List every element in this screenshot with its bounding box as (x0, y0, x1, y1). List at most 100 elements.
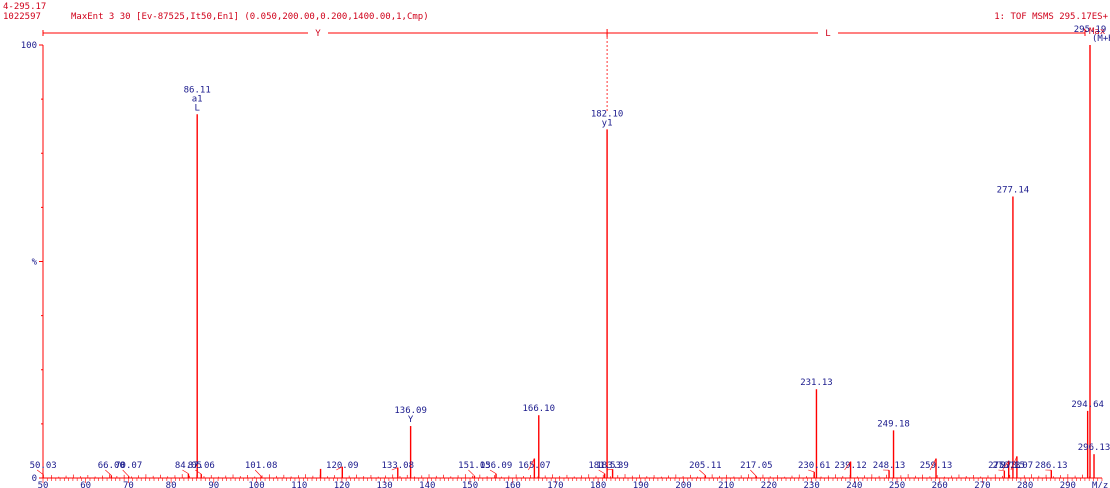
x-tick-label: 270 (974, 481, 990, 488)
peak-leader (844, 461, 851, 471)
x-tick-label: 180 (590, 481, 606, 488)
y-axis-label: % (32, 258, 38, 268)
sequence-label-l: L (825, 29, 830, 39)
peak-label: 165.07 (518, 461, 551, 471)
peak-label: 286.13 (1035, 461, 1068, 471)
peak-leader (606, 469, 613, 471)
x-tick-label: 120 (334, 481, 350, 488)
peak-annotation: L (194, 103, 199, 113)
peak-leader (598, 469, 605, 474)
peak-leader (699, 469, 706, 476)
peak-label: 249.18 (877, 419, 910, 429)
x-tick-label: 160 (505, 481, 521, 488)
peak-label: 101.08 (245, 461, 278, 471)
peak-label: 295.19 (1074, 25, 1107, 35)
function-label: 1: TOF MSMS 295.17ES+ (994, 12, 1108, 22)
x-tick-label: 210 (718, 481, 734, 488)
peak-leader (998, 469, 1005, 471)
method-label: MaxEnt 3 30 [Ev-87525,It50,En1] (0.050,2… (71, 12, 429, 22)
x-tick-label: 90 (208, 481, 219, 488)
peak-label: 181.53 (588, 461, 621, 471)
peak-annotation: y1 (602, 118, 613, 128)
peak-annotation: Y (408, 415, 414, 425)
x-tick-label: 260 (932, 481, 948, 488)
sequence-label-y: Y (315, 29, 321, 39)
y-tick-label: 0 (32, 474, 37, 484)
x-tick-label: 150 (462, 481, 478, 488)
x-tick-label: 170 (547, 481, 563, 488)
peak-leader (1002, 460, 1009, 471)
peak-label: 70.07 (115, 461, 142, 471)
y-tick-label: 100 (21, 41, 37, 51)
peak-label: 275.13 (988, 461, 1021, 471)
peak-leader (182, 469, 189, 474)
x-tick-label: 80 (166, 481, 177, 488)
peak-label: 133.08 (382, 461, 415, 471)
x-tick-label: 290 (1060, 481, 1076, 488)
peak-leader (105, 469, 112, 476)
max-marker: Max (1089, 27, 1106, 37)
peak-label: 205.11 (689, 461, 722, 471)
peak-leader (808, 469, 815, 473)
x-tick-label: 130 (376, 481, 392, 488)
x-tick-label: 50 (38, 481, 49, 488)
axes: 0 100% 50 60 70 80 90 100 110 120 130 140 150 160 170 1… (21, 27, 1109, 488)
x-tick-label: 190 (633, 481, 649, 488)
peak-label: 276.15 (992, 461, 1025, 471)
peak-label: 239.12 (834, 461, 867, 471)
peak-leader (36, 469, 44, 475)
x-tick-label: 140 (419, 481, 435, 488)
peak-label: 120.09 (326, 461, 359, 471)
peak-label: 277.14 (997, 186, 1030, 196)
peak-label: 86.11 (184, 85, 211, 95)
peak-label: 156.09 (480, 461, 513, 471)
x-tick-label: 240 (846, 481, 862, 488)
x-tick-label: 230 (803, 481, 819, 488)
peak-label: 296.13 (1078, 443, 1110, 453)
peaks (42, 45, 1095, 478)
x-axis-label: M/z (1092, 481, 1108, 488)
peak-label: 183.39 (596, 461, 629, 471)
peak-label: 259.13 (920, 461, 953, 471)
peak-label: 151.03 (458, 461, 491, 471)
peak-label: 66.00 (98, 461, 125, 471)
peak-leader (750, 469, 757, 477)
peak-leader (468, 469, 475, 477)
peak-leader (254, 469, 262, 477)
x-tick-label: 70 (123, 481, 134, 488)
peak-leader (391, 467, 398, 471)
peak-label: 230.61 (798, 461, 831, 471)
peak-label: 84.05 (175, 461, 202, 471)
x-tick-label: 280 (1017, 481, 1033, 488)
peak-label: 294.64 (1071, 400, 1104, 410)
x-tick-label: 100 (248, 481, 264, 488)
peak-label: 136.09 (394, 406, 427, 416)
x-tick-label: 200 (675, 481, 691, 488)
peak-label: 50.03 (30, 461, 57, 471)
peak-label: 278.07 (1001, 461, 1034, 471)
x-tick-label: 220 (761, 481, 777, 488)
peak-annotation: a1 (192, 94, 203, 104)
x-tick-label: 250 (889, 481, 905, 488)
peak-leader (489, 469, 497, 474)
x-tick-label: 110 (291, 481, 307, 488)
peak-leader (122, 469, 129, 477)
peak-label: 182.10 (591, 109, 624, 119)
peak-leader (528, 458, 535, 471)
peak-label: 231.13 (800, 378, 833, 388)
peak-label: 248.13 (873, 461, 906, 471)
peak-leader (1010, 456, 1018, 471)
range-label: 4-295.17 (3, 2, 47, 12)
peak-leader (195, 469, 202, 475)
peak-label: 217.05 (740, 461, 773, 471)
peak-leader (929, 458, 937, 471)
peak-label: 166.10 (523, 404, 556, 414)
peak-annotation: (M+H)+ (1092, 34, 1110, 44)
scan-id-label: 1022597 (3, 12, 41, 22)
x-tick-label: 60 (80, 481, 91, 488)
peak-label: 87.06 (188, 461, 215, 471)
peak-leader (336, 466, 343, 471)
